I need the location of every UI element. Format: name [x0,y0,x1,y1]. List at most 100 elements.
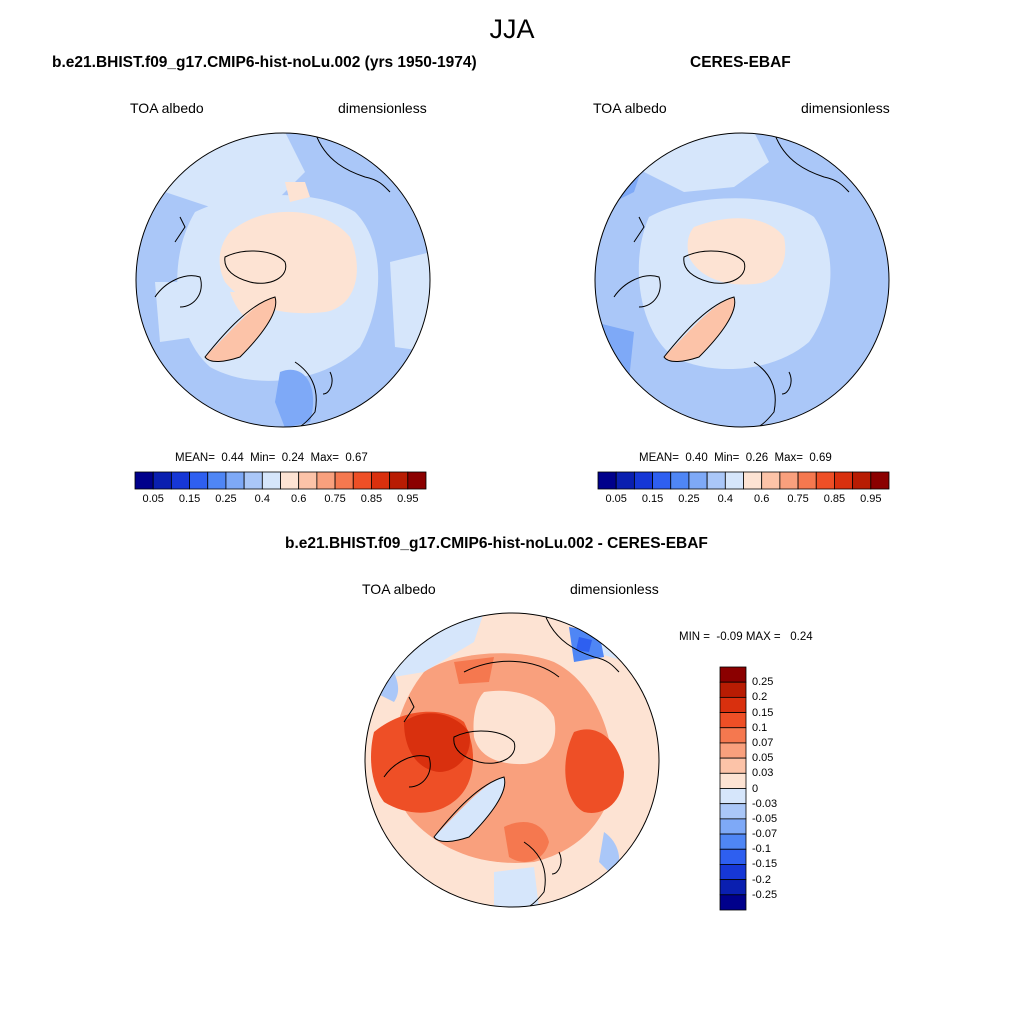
panel-1-colorbar-tick-label: 0.4 [254,493,270,505]
panel-1-colorbar-swatch [170,471,190,490]
panel-2-colorbar-swatch [870,471,890,490]
panel-2-colorbar-swatch [633,471,653,490]
diff-colorbar-swatch [719,894,747,911]
panel-2-colorbar-ticks: 0.05 0.15 0.25 0.4 0.6 0.75 0.85 0.95 [598,493,889,507]
diff-colorbar [719,666,747,911]
panel-2-colorbar-tick-label: 0.75 [787,493,809,505]
diff-max-label: MAX = [745,631,781,643]
panel-2-polar-map [594,132,890,428]
panel-2-colorbar-swatch [779,471,799,490]
panel-2-colorbar-swatch [615,471,635,490]
panel-1-colorbar-tick-label: 0.05 [142,493,164,505]
panel-2-mean-value: 0.40 [685,452,708,464]
diff-colorbar-label: -0.03 [752,797,778,810]
diff-colorbar-swatch [719,712,747,729]
panel-2-colorbar-tick-label: 0.15 [641,493,664,505]
diff-colorbar-swatch [719,772,747,789]
panel-1-colorbar-tick-label: 0.75 [324,493,346,505]
panel-2-title: CERES-EBAF [690,54,791,71]
panel-2-variable-label: TOA albedo [593,100,667,116]
panel-1-colorbar-swatch [316,471,336,490]
panel-2-colorbar [597,471,890,490]
diff-colorbar-swatch [719,818,747,835]
panel-2-min-label: Min= [714,452,740,464]
panel-2-colorbar-swatch [852,471,872,490]
panel-2-colorbar-tick-label: 0.95 [860,493,882,505]
diff-max-value: 0.24 [790,631,813,643]
panel-1-polar-map [135,132,431,428]
panel-1-colorbar-swatch [352,471,372,490]
panel-1-stats: MEAN= 0.44 Min= 0.24 Max= 0.67 [175,452,368,464]
diff-colorbar-swatch [719,742,747,759]
panel-1-colorbar-swatch [261,471,281,490]
diff-min-value: -0.09 [716,631,743,643]
panel-1-mean-label: MEAN= [175,452,215,464]
panel-2-colorbar-swatch [652,471,672,490]
panel-2-mean-label: MEAN= [639,452,679,464]
diff-colorbar-swatch [719,788,747,805]
panel-2-colorbar-tick-label: 0.05 [605,493,627,505]
diff-min-label: MIN = [679,631,710,643]
diff-colorbar-label: -0.15 [752,858,778,871]
diff-colorbar-swatch [719,879,747,896]
panel-2-colorbar-tick-label: 0.25 [678,493,700,505]
panel-1-colorbar-swatch [334,471,354,490]
panel-1-variable-label: TOA albedo [130,100,204,116]
panel-2-colorbar-swatch [797,471,817,490]
panel-1-colorbar-swatch [207,471,227,490]
panel-2-colorbar-tick-label: 0.6 [754,493,770,505]
panel-1-colorbar-tick-label: 0.15 [178,493,201,505]
diff-colorbar-label: -0.05 [752,812,778,825]
panel-2-colorbar-swatch [761,471,781,490]
panel-1-colorbar-swatch [189,471,209,490]
main-title: JJA [489,14,535,44]
diff-colorbar-label: -0.1 [752,843,771,856]
panel-1-colorbar-tick-label: 0.95 [397,493,419,505]
panel-1-units-label: dimensionless [338,100,427,116]
diff-colorbar-label: 0 [752,782,759,795]
diff-colorbar-label: 0.03 [752,767,774,780]
panel-2-colorbar-swatch [688,471,708,490]
panel-2-max-label: Max= [774,452,803,464]
panel-1-min-label: Min= [250,452,276,464]
panel-2-stats: MEAN= 0.40 Min= 0.26 Max= 0.69 [639,452,832,464]
panel-1-min-value: 0.24 [281,452,305,464]
panel-1-max-label: Max= [310,452,339,464]
panel-1-mean-value: 0.44 [221,452,244,464]
panel-2-colorbar-swatch [834,471,854,490]
panel-1-title: b.e21.BHIST.f09_g17.CMIP6-hist-noLu.002 … [52,54,477,71]
diff-variable-label: TOA albedo [362,581,436,597]
panel-2-units-label: dimensionless [801,100,890,116]
diff-colorbar-swatch [719,681,747,698]
panel-1-colorbar-swatch [298,471,318,490]
panel-2-colorbar-tick-label: 0.4 [717,493,733,505]
diff-polar-map [364,612,660,908]
panel-1-colorbar-swatch [389,471,409,490]
diff-units-label: dimensionless [570,581,659,597]
panel-2-min-value: 0.26 [745,452,769,464]
diff-colorbar-swatch [719,848,747,865]
panel-1-colorbar [134,471,427,490]
diff-colorbar-swatch [719,727,747,744]
panel-2-colorbar-tick-label: 0.85 [823,493,846,505]
diff-colorbar-label: -0.2 [752,873,771,886]
diff-colorbar-label: 0.1 [752,721,768,734]
diff-colorbar-label: 0.15 [752,706,774,719]
panel-2-max-value: 0.69 [809,452,832,464]
diff-colorbar-label: 0.07 [752,736,774,749]
diff-colorbar-swatch [719,833,747,850]
diff-colorbar-label: -0.25 [752,888,778,901]
panel-1-colorbar-tick-label: 0.85 [360,493,383,505]
panel-1-colorbar-tick-label: 0.25 [215,493,237,505]
panel-1-colorbar-swatch [152,471,172,490]
panel-1-colorbar-swatch [371,471,391,490]
panel-2-colorbar-swatch [743,471,763,490]
panel-1-colorbar-ticks: 0.05 0.15 0.25 0.4 0.6 0.75 0.85 0.95 [135,493,426,507]
diff-colorbar-swatch [719,757,747,774]
diff-colorbar-label: 0.05 [752,752,774,765]
diff-colorbar-swatch [719,803,747,820]
diff-colorbar-swatch [719,666,747,683]
panel-2-colorbar-swatch [815,471,835,490]
panel-1-colorbar-swatch [134,471,154,490]
panel-1-colorbar-swatch [243,471,263,490]
